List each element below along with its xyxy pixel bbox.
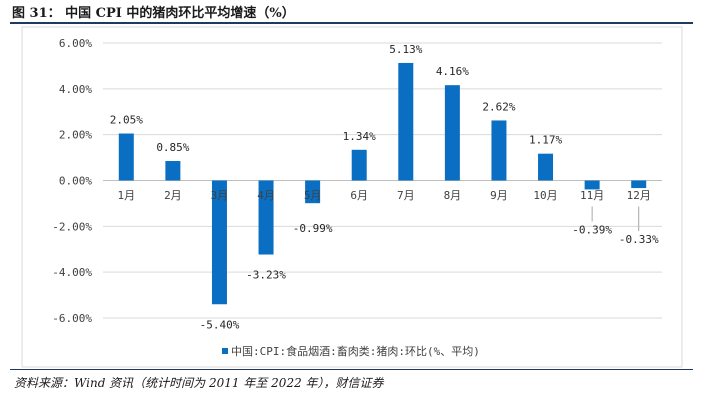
bar	[444, 85, 460, 181]
bar	[258, 180, 274, 255]
source-note: 资料来源：Wind 资讯（统计时间为 2011 年至 2022 年），财信证券	[14, 376, 384, 390]
category-label: 4月	[257, 189, 275, 202]
y-tick-label: 6.00%	[59, 37, 92, 50]
bars	[118, 62, 647, 305]
gridlines	[103, 42, 662, 319]
category-label: 8月	[444, 189, 462, 202]
y-tick-label: 0.00%	[59, 175, 92, 188]
data-label: 5.13%	[389, 43, 422, 56]
x-axis-category-labels: 1月 2月 3月 4月 5月 6月 7月 8月 9月 10月 11月 12月	[117, 189, 650, 202]
category-label: 7月	[397, 189, 415, 202]
category-label: 10月	[533, 189, 557, 202]
y-tick-label: 4.00%	[59, 83, 92, 96]
y-tick-label: 2.00%	[59, 129, 92, 142]
category-label: 1月	[117, 189, 135, 202]
bar	[584, 180, 600, 190]
y-tick-label: -2.00%	[52, 220, 92, 233]
category-label: 6月	[350, 189, 368, 202]
category-label: 9月	[490, 189, 508, 202]
title-rule	[10, 22, 693, 24]
chart-frame	[21, 26, 683, 368]
category-label: 3月	[211, 189, 229, 202]
bar	[631, 180, 647, 189]
category-label: 5月	[304, 189, 322, 202]
data-label: 4.16%	[436, 65, 469, 78]
y-tick-label: -6.00%	[52, 312, 92, 325]
bar	[398, 62, 414, 181]
y-axis-tick-labels: 6.00% 4.00% 2.00% 0.00% -2.00% -4.00% -6.00%	[52, 37, 92, 325]
data-label: -5.40%	[200, 318, 240, 331]
figure-title: 图 31： 中国 CPI 中的猪肉环比平均增速（%）	[12, 6, 295, 21]
bar	[305, 180, 321, 204]
legend-swatch	[222, 348, 228, 354]
data-label: 1.17%	[529, 134, 562, 147]
category-label: 2月	[164, 189, 182, 202]
category-label: 12月	[627, 189, 651, 202]
data-label: -0.99%	[293, 222, 333, 235]
category-label: 11月	[580, 189, 604, 202]
bar	[165, 161, 181, 181]
data-label: -0.39%	[572, 223, 612, 236]
data-label: 2.62%	[482, 100, 515, 113]
data-label: 1.34%	[343, 130, 376, 143]
bar	[118, 133, 134, 181]
data-label: -3.23%	[246, 269, 286, 282]
bar	[538, 153, 554, 181]
bar	[211, 180, 227, 305]
legend-label: 中国:CPI:食品烟酒:畜肉类:猪肉:环比(%、平均)	[231, 344, 480, 358]
y-tick-label: -4.00%	[52, 266, 92, 279]
data-label: 2.05%	[110, 114, 143, 127]
data-label: 0.85%	[156, 141, 189, 154]
data-labels: 2.05% 0.85% -5.40% -3.23% -0.99% 1.34% 5.13% 4.…	[110, 43, 659, 331]
source-rule	[10, 369, 693, 370]
legend: 中国:CPI:食品烟酒:畜肉类:猪肉:环比(%、平均)	[222, 344, 480, 358]
data-label: -0.33%	[619, 233, 659, 246]
bar	[351, 149, 367, 181]
bar	[491, 120, 507, 181]
